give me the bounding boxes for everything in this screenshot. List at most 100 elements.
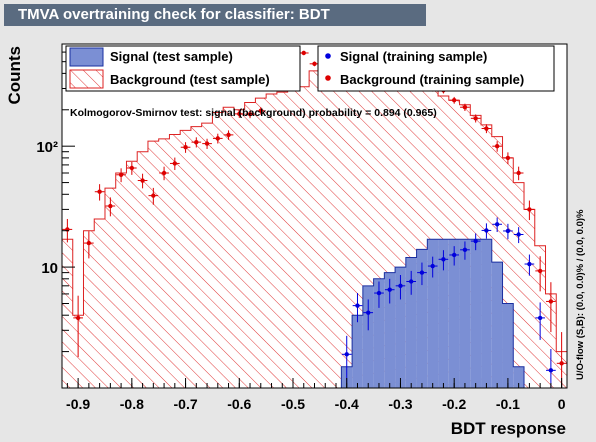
legend-label-2: Background (test sample) — [110, 72, 270, 87]
sig-test-bin-38 — [470, 239, 482, 388]
bkg-train-point-45 — [548, 299, 554, 304]
page-title: TMVA overtraining check for classifier: … — [4, 4, 426, 26]
sig-train-point-9 — [441, 257, 446, 262]
sig-test-bin-39 — [481, 239, 492, 388]
bkg-train-point-16 — [237, 111, 242, 117]
bkg-train-point-38 — [473, 116, 478, 121]
bkg-train-point-10 — [172, 161, 178, 166]
sig-train-point-8 — [430, 263, 435, 269]
bkg-test-outline — [61, 61, 568, 388]
overflow-label: U/O-flow (S,B): (0.0, 0.0)% / (0.0, 0.0)… — [575, 209, 586, 380]
sig-test-bin-35 — [438, 239, 449, 388]
bkg-test-bin-41 — [502, 157, 514, 388]
legend-label-1: Signal (training sample) — [340, 49, 487, 64]
bkg-test-bin-16 — [233, 109, 245, 388]
sig-test-bin-33 — [416, 249, 428, 388]
bkg-test-bin-30 — [384, 83, 396, 389]
bkg-train-point-1 — [75, 315, 81, 321]
legend-label-0: Signal (test sample) — [110, 49, 233, 64]
bkg-train-point-36 — [451, 98, 457, 103]
bkg-test-bin-29 — [373, 78, 385, 389]
bkg-test-bin-7 — [137, 151, 148, 388]
bkg-train-point-6 — [129, 165, 135, 171]
legend-swatch-0 — [69, 47, 104, 67]
bkg-test-bin-13 — [201, 123, 213, 389]
bkg-train-point-22 — [301, 50, 306, 56]
bkg-test-bin-10 — [169, 134, 181, 388]
bkg-train-point-44 — [537, 268, 543, 274]
bkg-test-bin-3 — [94, 218, 105, 388]
bkg-train-point-13 — [204, 141, 210, 146]
bkg-train-point-4 — [108, 203, 113, 209]
sig-train-point-17 — [527, 261, 532, 267]
bkg-test-bin-20 — [276, 92, 288, 389]
y-tick-label-0: 10 — [41, 260, 58, 277]
legend-box-right — [317, 45, 555, 92]
sig-test-bin-37 — [459, 239, 471, 388]
bkg-test-bin-14 — [212, 112, 224, 388]
sig-test-bin-28 — [362, 285, 374, 388]
sig-train-point-13 — [484, 228, 489, 233]
sig-test-bin-30 — [384, 272, 396, 388]
axes: -0.9 -0.8 -0.7 -0.6 -0.5 -0.4 -0.3 -0.2 -0.1 0 10 1… — [36, 43, 568, 412]
bkg-test-bin-43 — [524, 209, 535, 388]
x-tick-label-8: -0.1 — [496, 396, 520, 412]
bkg-test-bin-28 — [362, 76, 374, 388]
bkg-test-bin-33 — [416, 88, 428, 388]
bkg-train-point-37 — [462, 105, 468, 110]
sig-train-point-3 — [376, 290, 382, 296]
bkg-test-bin-6 — [126, 161, 138, 388]
background-test-histogram — [61, 61, 568, 389]
sig-train-point-11 — [462, 247, 468, 252]
sig-test-bin-31 — [395, 267, 406, 388]
bkg-test-bin-15 — [223, 107, 234, 388]
legend-marker-3 — [325, 75, 331, 81]
sig-train-point-4 — [387, 287, 392, 292]
sig-train-point-18 — [537, 315, 543, 321]
bkg-train-point-46 — [559, 361, 564, 366]
bkg-test-bin-5 — [115, 173, 127, 388]
bkg-test-bin-27 — [352, 73, 363, 389]
sig-train-point-5 — [398, 283, 403, 289]
sig-test-bin-42 — [513, 366, 525, 388]
legend: Signal (test sample) Signal (training sam… — [65, 45, 555, 92]
bkg-train-point-3 — [97, 189, 102, 194]
legend-box-left — [65, 45, 301, 92]
y-tick-label-1: 10² — [36, 139, 58, 156]
x-tick-label-4: -0.5 — [281, 396, 305, 412]
bkg-train-point-14 — [215, 136, 220, 141]
ks-annotation: Kolmogorov-Smirnov test: signal (backgro… — [70, 107, 437, 119]
bkg-train-point-2 — [86, 240, 92, 246]
sig-train-point-15 — [505, 228, 511, 234]
bkg-test-bin-9 — [158, 138, 170, 388]
sig-test-bin-41 — [502, 303, 514, 388]
sig-train-point-16 — [516, 232, 521, 237]
bkg-test-bin-4 — [104, 188, 116, 388]
bkg-train-point-17 — [247, 111, 253, 117]
bkg-test-bin-17 — [244, 102, 256, 388]
bkg-test-bin-12 — [190, 126, 202, 388]
bkg-train-point-15 — [226, 132, 231, 138]
legend-label-3: Background (training sample) — [340, 72, 524, 87]
sig-test-bin-29 — [373, 278, 385, 388]
bkg-train-point-39 — [484, 126, 489, 131]
bkg-train-point-18 — [258, 108, 263, 114]
bkg-test-bin-32 — [405, 86, 417, 388]
bkg-train-point-43 — [527, 207, 532, 212]
bkg-train-point-42 — [516, 170, 521, 176]
sig-train-point-6 — [409, 279, 414, 284]
sig-test-bin-36 — [448, 239, 460, 388]
legend-swatch-2 — [69, 69, 104, 89]
sig-train-point-14 — [494, 222, 500, 227]
signal-train-points — [341, 217, 556, 388]
sig-train-point-7 — [419, 270, 425, 275]
sig-train-point-1 — [355, 303, 360, 308]
x-tick-label-3: -0.6 — [227, 396, 251, 412]
bkg-test-bin-42 — [513, 182, 525, 388]
bkg-train-point-8 — [151, 193, 156, 198]
bkg-test-bin-45 — [545, 293, 557, 388]
sig-train-point-2 — [366, 310, 371, 315]
bkg-test-bin-23 — [309, 70, 320, 388]
